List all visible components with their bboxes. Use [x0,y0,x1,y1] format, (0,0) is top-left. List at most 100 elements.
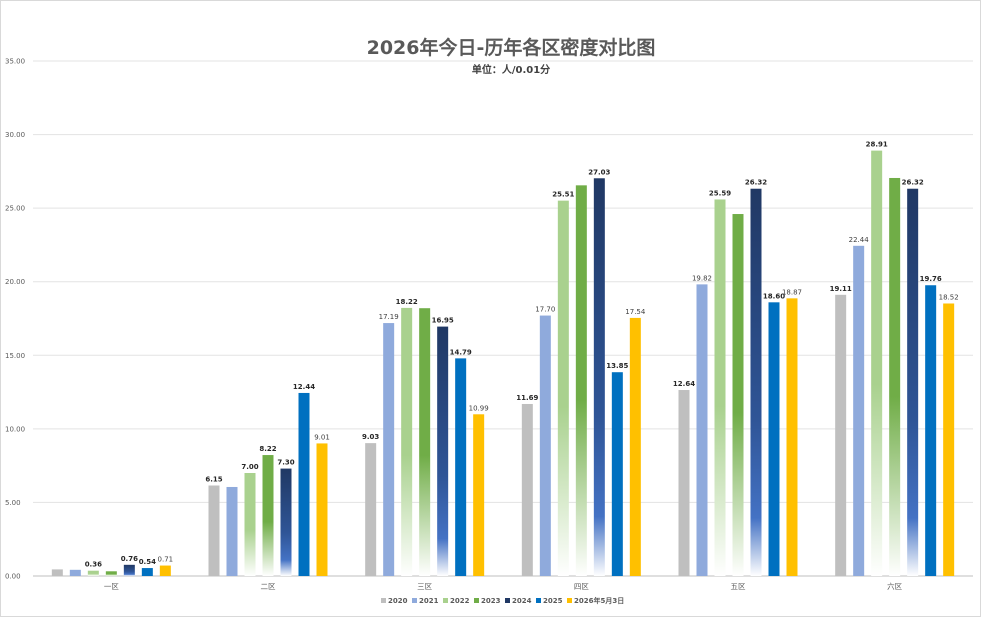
data-label: 19.11 [830,285,852,293]
y-tick-label: 20.00 [5,278,25,286]
data-label: 27.03 [588,168,610,176]
data-label: 16.95 [432,317,454,325]
legend: 2020 2021 2022 2023 2024 2025 2026年5月3日 [381,596,624,605]
legend-swatch [443,598,448,603]
data-label: 19.76 [920,275,942,283]
bar [786,298,798,576]
data-label: 18.87 [782,288,802,296]
bar [159,565,171,576]
legend-swatch [567,598,572,603]
data-label: 18.22 [396,298,418,306]
x-tick-label: 五区 [731,582,746,591]
bar [943,303,955,576]
data-label: 12.44 [293,383,315,391]
bar [575,185,587,577]
data-label: 25.51 [552,191,574,199]
y-tick-label: 5.00 [5,499,21,507]
data-label: 14.79 [450,348,472,356]
data-label: 0.36 [85,561,102,569]
legend-swatch [505,598,510,603]
bar [455,358,467,576]
bar [401,307,413,576]
bar [732,214,744,576]
bar [539,315,551,576]
data-label: 10.99 [469,404,489,412]
bar [123,564,135,576]
y-tick-label: 0.00 [5,573,21,581]
bar [365,443,377,576]
bar [298,392,310,576]
x-tick-label: 四区 [574,582,589,591]
bar [853,245,865,576]
data-label: 22.44 [849,236,870,244]
data-label: 26.32 [745,179,767,187]
data-label: 11.69 [516,394,538,402]
bar [629,317,641,576]
bar [521,403,533,576]
bar [835,294,847,576]
data-label: 13.85 [606,362,628,370]
bars-layer [51,150,955,577]
legend-label: 2023 [481,597,501,605]
chart-subtitle: 单位：人/0.01分 [472,63,550,76]
data-label: 17.70 [535,306,555,314]
y-tick-label: 15.00 [5,352,25,360]
bar [611,372,623,576]
bar [208,485,220,576]
data-label: 0.76 [121,555,138,563]
chart-title: 2026年今日-历年各区密度对比图 [367,36,656,59]
legend-swatch [412,598,417,603]
y-tick-label: 25.00 [5,205,25,213]
legend-label: 2025 [543,597,563,605]
bar [871,150,883,577]
bar [768,302,780,576]
data-label: 19.82 [692,274,712,282]
bar [907,188,919,576]
x-tick-label: 二区 [261,582,276,591]
data-label: 18.60 [763,292,785,300]
bar [437,326,449,576]
data-label: 7.00 [241,463,258,471]
data-label: 17.19 [379,313,399,321]
data-label: 28.91 [866,141,888,149]
legend-swatch [536,598,541,603]
x-tick-label: 六区 [887,581,902,591]
bar [105,571,117,576]
data-label: 6.15 [205,476,222,484]
data-label: 26.32 [902,179,924,187]
labels-layer: 0.36 0.76 0.54 0.71 一区 6.15 7.00 8.227.30 12.44 9… [85,141,959,591]
y-tick-label: 10.00 [5,425,25,433]
legend-label: 2024 [512,597,532,605]
legend-swatch [381,598,386,603]
data-label: 9.03 [362,433,379,441]
bar [87,570,99,576]
data-label: 0.54 [139,558,156,566]
bar [750,188,762,576]
legend-label: 2021 [419,597,439,605]
bar [889,177,901,576]
data-label: 9.01 [314,433,330,441]
bar [69,569,81,576]
data-label: 18.52 [939,293,959,301]
data-label: 0.71 [158,556,174,564]
y-tick-label: 30.00 [5,131,25,139]
data-label: 25.59 [709,189,731,197]
bar [280,468,292,576]
bar [141,568,153,576]
bar [51,569,63,576]
legend-label: 2026年5月3日 [574,596,624,605]
x-tick-label: 三区 [417,582,432,591]
bar [316,443,328,576]
bar [383,323,395,576]
bar [473,414,485,576]
bar [262,455,274,576]
bar [925,285,937,576]
x-tick-label: 一区 [104,582,119,591]
bar [244,473,256,576]
data-label: 7.30 [277,459,294,467]
bar [678,390,690,576]
legend-swatch [474,598,479,603]
bar [714,199,726,576]
bar [696,284,708,576]
